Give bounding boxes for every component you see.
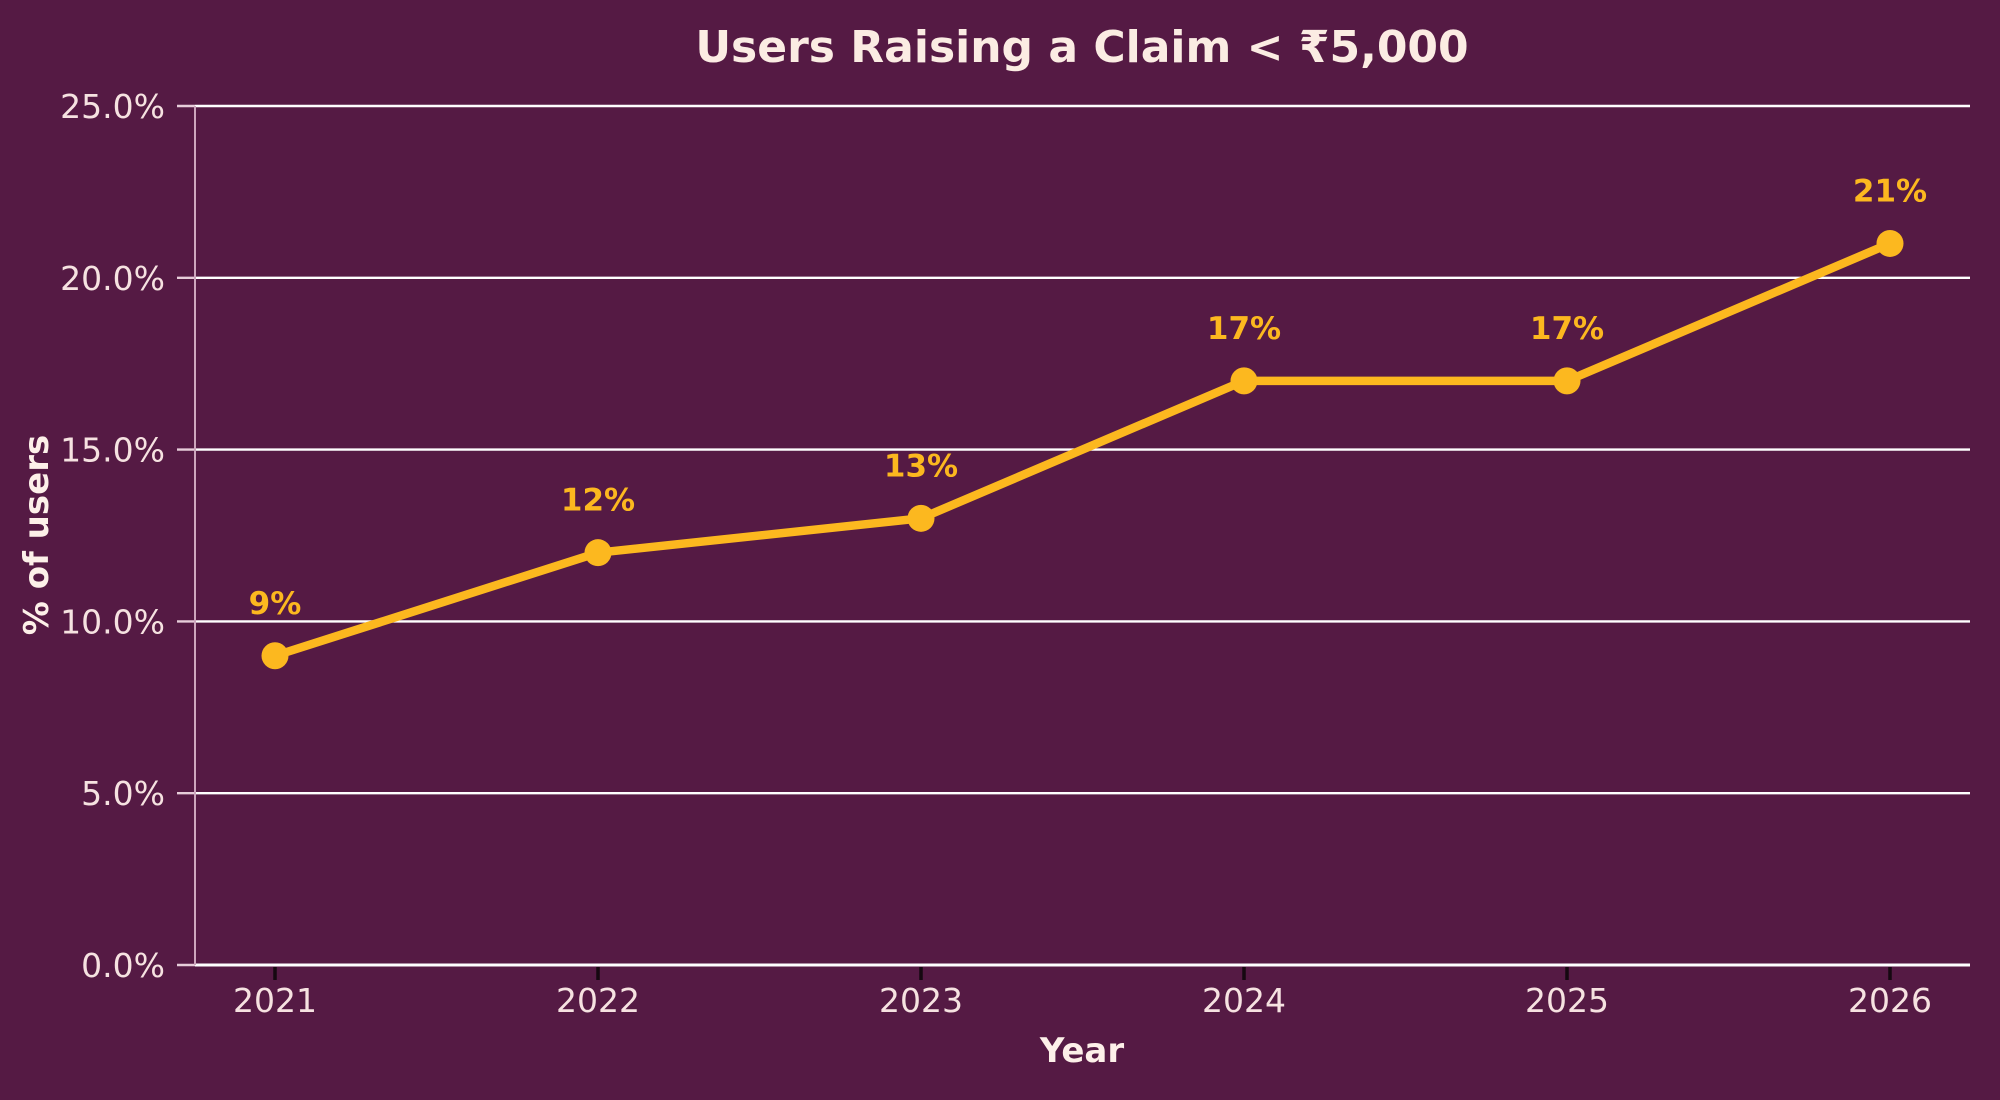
data-point-marker [1230, 367, 1258, 395]
data-point-marker [1876, 229, 1904, 257]
data-point-label: 17% [1207, 311, 1281, 347]
data-point-label: 21% [1853, 173, 1927, 209]
plot-area: 0.0% 5.0% 10.0% 15.0% 20.0% 25.0% 2021 2022 2023… [60, 87, 1970, 1020]
x-tick-label: 2025 [1525, 981, 1609, 1020]
x-axis-title: Year [1039, 1031, 1125, 1071]
y-tick-label: 10.0% [60, 602, 165, 641]
x-tick-label: 2022 [556, 981, 640, 1020]
y-tick-label: 0.0% [81, 946, 165, 985]
data-point-marker [907, 504, 935, 532]
y-tick-label: 25.0% [60, 87, 165, 126]
data-point-label: 9% [249, 586, 302, 622]
data-point-label: 13% [884, 448, 958, 484]
data-point-label: 17% [1530, 311, 1604, 347]
data-point-label: 12% [561, 483, 635, 519]
x-tick-label: 2023 [879, 981, 963, 1020]
data-line [270, 239, 1895, 661]
data-point-marker [1553, 367, 1581, 395]
x-tick-label: 2026 [1848, 981, 1932, 1020]
x-tick-label: 2024 [1202, 981, 1286, 1020]
y-axis-title: % of users [17, 435, 57, 635]
chart-title: Users Raising a Claim < ₹5,000 [695, 22, 1468, 73]
data-point-marker [261, 642, 289, 670]
x-tick-label: 2021 [233, 981, 317, 1020]
y-tick-label: 20.0% [60, 259, 165, 298]
y-tick-label: 5.0% [81, 774, 165, 813]
data-point-marker [584, 539, 612, 567]
y-tick-label: 15.0% [60, 431, 165, 470]
